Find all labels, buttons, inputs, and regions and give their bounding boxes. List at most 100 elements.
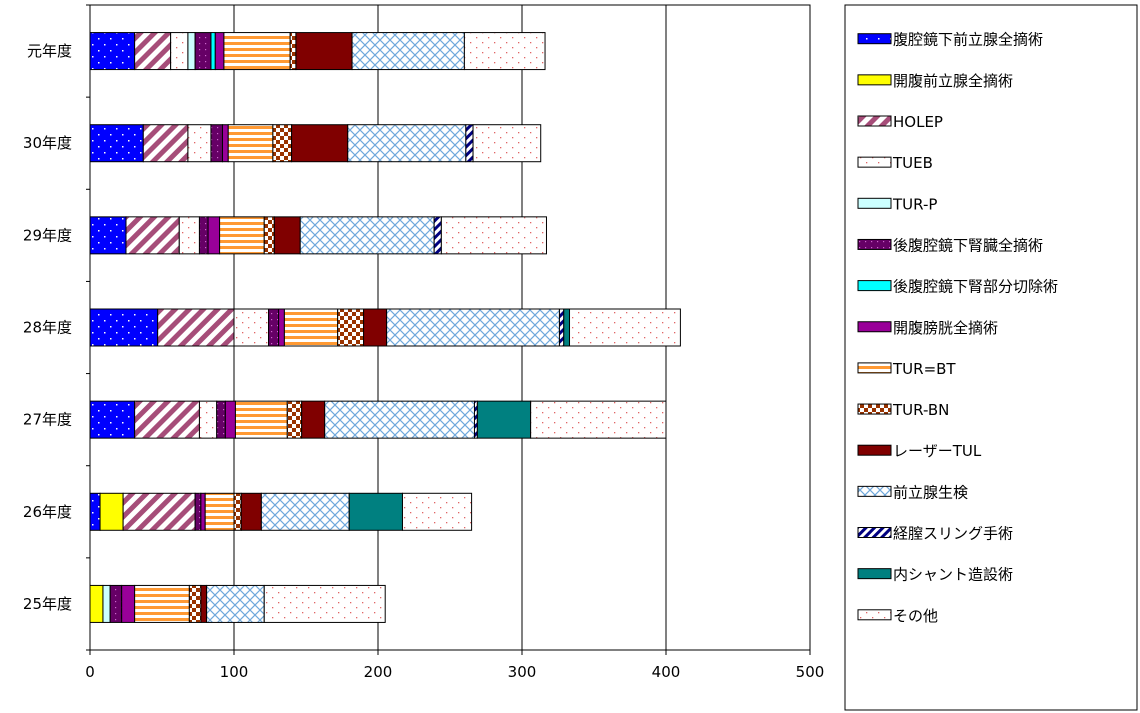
bar-segment	[102, 584, 111, 623]
bar-segment	[216, 400, 226, 439]
legend-label: TUR=BT	[892, 360, 956, 378]
bar-segment	[89, 400, 136, 439]
legend-swatch	[857, 74, 892, 86]
bar-segment	[530, 400, 667, 439]
category-label: 元年度	[27, 42, 72, 60]
bar-segment	[272, 124, 293, 163]
bar-segment	[200, 584, 208, 623]
bar-segment	[89, 124, 144, 163]
bar-segment	[134, 400, 200, 439]
legend-label: 開腹膀胱全摘術	[893, 319, 998, 337]
bar-segment	[198, 400, 218, 439]
bar-segment	[351, 32, 465, 71]
bar-segment	[563, 308, 571, 347]
x-tick-label: 0	[85, 663, 95, 681]
x-tick-label: 300	[508, 663, 537, 681]
bar-segment	[558, 308, 565, 347]
y-axis: 元年度 30年度 29年度 28年度 27年度 26年度 25年度	[23, 4, 90, 651]
bar-segment	[347, 124, 467, 163]
bar-segment	[569, 308, 681, 347]
legend-swatch	[857, 485, 892, 497]
bar-segment	[283, 308, 339, 347]
bar-segment	[198, 216, 209, 255]
bar-segment	[386, 308, 560, 347]
bar-segment	[89, 584, 104, 623]
bar-segment	[187, 32, 196, 71]
legend-label: 前立腺生検	[893, 483, 968, 501]
bar-segment	[125, 216, 180, 255]
bar-segment	[291, 124, 349, 163]
bar-segment	[440, 216, 547, 255]
bar-segment	[363, 308, 388, 347]
category-label: 27年度	[23, 411, 72, 429]
legend-swatch	[857, 609, 892, 621]
category-label: 28年度	[23, 319, 72, 337]
bar-segment	[206, 584, 265, 623]
legend-label: 後腹腔鏡下腎臓全摘術	[893, 236, 1043, 254]
bar-segment	[210, 32, 216, 71]
legend-label: 後腹腔鏡下腎部分切除術	[893, 278, 1058, 296]
legend-label: 開腹前立腺全摘術	[893, 72, 1013, 90]
bar-segment	[204, 492, 235, 531]
legend-swatch	[857, 527, 892, 538]
legend-swatch	[857, 403, 892, 415]
bar-segment	[223, 32, 291, 71]
legend-swatch	[857, 238, 892, 250]
x-tick-label: 200	[364, 663, 393, 681]
legend-swatch	[857, 156, 892, 168]
legend-swatch	[857, 33, 892, 45]
bar-segment	[278, 308, 285, 347]
category-label: 30年度	[23, 134, 72, 152]
x-tick-label: 500	[796, 663, 825, 681]
legend-swatch	[857, 321, 892, 333]
bar-segment	[121, 584, 136, 623]
bar-segment	[263, 216, 275, 255]
legend-label: HOLEP	[893, 113, 943, 131]
legend-swatch	[857, 280, 892, 292]
bar-segment	[465, 124, 474, 163]
bar-segment	[210, 124, 223, 163]
legend-label: 腹腔鏡下前立腺全摘術	[893, 31, 1043, 49]
bar-segment	[170, 32, 189, 71]
x-tick-label: 400	[652, 663, 681, 681]
bar-segment	[472, 124, 542, 163]
bar-segment	[134, 32, 172, 71]
bar-segment	[324, 400, 475, 439]
legend-swatch	[857, 197, 892, 209]
bar-segment	[214, 32, 225, 71]
bar-segment	[188, 584, 202, 623]
bar-segment	[109, 584, 123, 623]
bar-segment	[295, 32, 353, 71]
bar-segment	[227, 124, 274, 163]
legend-label: レーザーTUL	[893, 442, 982, 460]
bar-segment	[221, 124, 229, 163]
legend-box	[844, 4, 1138, 711]
bar-segment	[337, 308, 365, 347]
bar-segment	[233, 492, 242, 531]
bar-segment	[89, 216, 127, 255]
bar-segment	[273, 216, 301, 255]
legend-label: TUR-P	[892, 195, 937, 213]
bar-segment	[233, 308, 270, 347]
bar-segment	[433, 216, 442, 255]
bar-segment	[187, 124, 212, 163]
bar-segment	[260, 492, 350, 531]
bar-segment	[263, 584, 386, 623]
bar-segment	[476, 400, 532, 439]
bar-segment	[268, 308, 280, 347]
bar-segment	[234, 400, 288, 439]
bar-segment	[142, 124, 189, 163]
legend-label: TUR-BN	[892, 401, 949, 419]
category-label: 25年度	[23, 595, 72, 613]
bar-segment	[219, 216, 265, 255]
bar-segment	[122, 492, 196, 531]
bar-segment	[89, 492, 101, 531]
legend-swatch	[857, 362, 892, 374]
bar-segment	[348, 492, 403, 531]
bar-segment	[299, 216, 435, 255]
category-label: 29年度	[23, 226, 72, 244]
bar-segment	[401, 492, 473, 531]
legend-label: その他	[893, 607, 938, 625]
